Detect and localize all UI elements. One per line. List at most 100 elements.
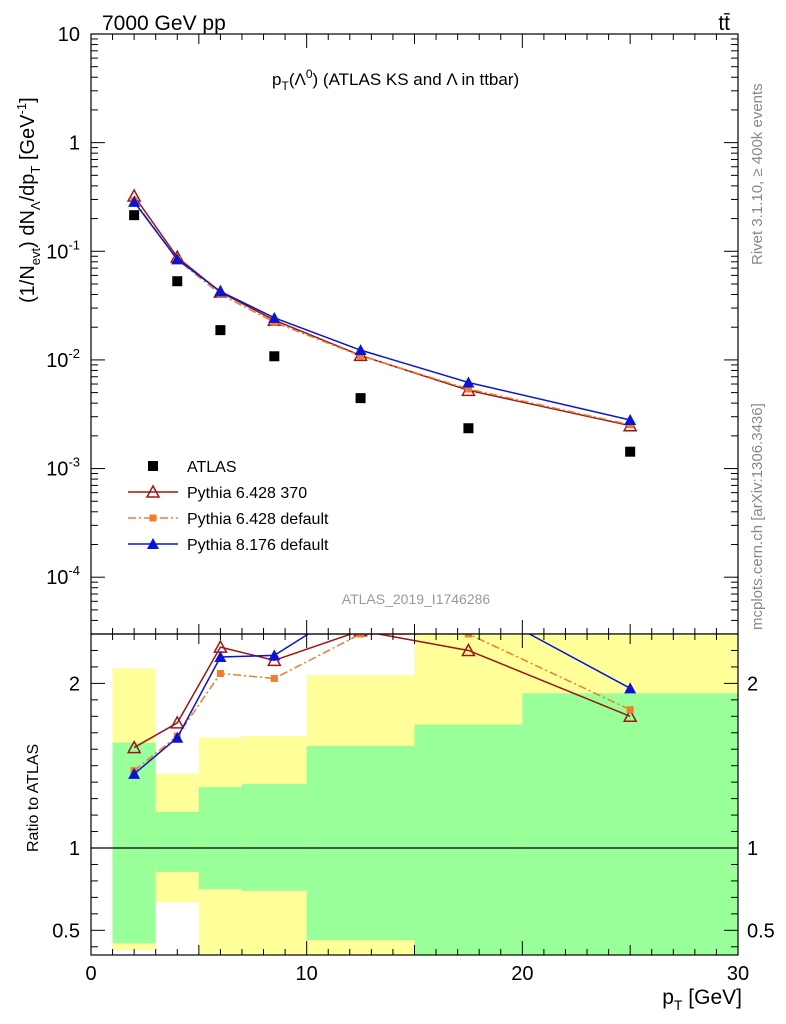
- y-tick-label: 10-2: [46, 346, 80, 372]
- title-paren: (Λ: [289, 70, 307, 89]
- data-point: [269, 351, 280, 362]
- ratio-point: [171, 731, 184, 743]
- ylabel-c: /dp: [17, 174, 39, 202]
- ratio-x-tick-label: 30: [727, 963, 749, 985]
- ylabel-d: [GeV: [17, 114, 39, 166]
- y-tick-label: 10-3: [46, 455, 80, 481]
- ratio-point: [270, 674, 278, 682]
- ratio-point: [126, 740, 142, 754]
- xlabel-p: p: [662, 986, 674, 1009]
- green-band: [306, 745, 415, 941]
- series-line-1: [133, 195, 631, 427]
- ratio-frame: [90, 633, 739, 956]
- data-point: [128, 195, 141, 207]
- data-point: [355, 393, 366, 404]
- series-line-3: [133, 201, 631, 421]
- data-point: [172, 276, 183, 287]
- data-point: [129, 210, 140, 221]
- ratio-point: [624, 682, 637, 694]
- ratio-y-tick-label-left: 1: [69, 838, 80, 860]
- ratio-point: [626, 706, 634, 714]
- title-sub-t: T: [281, 79, 289, 93]
- green-band: [414, 724, 523, 955]
- main-y-ticks: 10-4 10-3 10-2 10-1 1 10: [46, 24, 738, 635]
- data-point: [171, 253, 184, 265]
- green-band: [198, 787, 242, 890]
- ratio-series-layer: [126, 634, 638, 779]
- y-tick-label: 10: [58, 24, 80, 46]
- title-sup-0: 0: [306, 67, 313, 81]
- ylabel-b: ) dN: [17, 210, 39, 248]
- legend: ATLAS Pythia 6.428 370 Pythia 6.428 defaul…: [128, 459, 329, 554]
- ratio-y-tick-label-right: 0.5: [747, 920, 775, 942]
- y-tick-label: 1: [69, 133, 80, 155]
- header-process-label: tt̄: [718, 12, 730, 35]
- main-x-ticks: [90, 34, 739, 634]
- ylabel-sub-t: T: [28, 166, 43, 174]
- xlabel-sub-t: T: [674, 997, 683, 1013]
- y-tick-label: 10-1: [46, 237, 80, 263]
- data-point: [462, 376, 475, 388]
- ratio-y-tick-label-left: 2: [69, 673, 80, 695]
- ratio-x-tick-label: 0: [85, 963, 96, 985]
- ratio-point: [461, 642, 476, 657]
- ratio-y-tick-label-right: 1: [747, 838, 758, 860]
- ratio-x-tick-label: 10: [296, 963, 318, 985]
- ratio-panel: 0 10 20 30 0.5 0.5 1 1 2 2 Ratio to ATLAS pT [GeV…: [25, 633, 775, 1013]
- green-band: [241, 783, 307, 891]
- ylabel-e: ]: [17, 97, 39, 103]
- ylabel-sub-evt: evt: [28, 247, 43, 265]
- main-series-layer: [126, 188, 638, 457]
- legend-label: ATLAS: [187, 459, 237, 476]
- legend-marker: [149, 514, 157, 522]
- main-y-axis-label: (1/Nevt) dNΛ/dpT [GeV-1]: [14, 97, 43, 303]
- ratio-ticks: 0 10 20 30 0.5 0.5 1 1 2 2: [52, 634, 775, 985]
- data-point: [354, 344, 367, 356]
- ratio-uncertainty-bands: [91, 634, 738, 955]
- ratio-point: [268, 649, 281, 661]
- ratio-point: [464, 634, 472, 638]
- mcplots-reference-label: mcplots.cern.ch [arXiv:1306.3436]: [749, 403, 766, 630]
- ratio-y-tick-label-left: 0.5: [52, 920, 80, 942]
- ratio-y-tick-label-right: 2: [747, 673, 758, 695]
- ratio-point: [170, 715, 185, 729]
- y-tick-label: 10-4: [46, 563, 80, 589]
- legend-marker: [145, 484, 161, 498]
- rivet-version-label: Rivet 3.1.10, ≥ 400k events: [749, 83, 766, 265]
- data-point: [357, 352, 365, 360]
- legend-marker: [148, 461, 158, 471]
- ratio-point: [214, 651, 227, 663]
- series-line-2: [133, 200, 631, 426]
- ratio-point: [357, 634, 365, 638]
- legend-label: Pythia 8.176 default: [187, 537, 329, 554]
- xlabel-unit: [GeV]: [682, 986, 742, 1009]
- main-title: pT(Λ0) (ATLAS KS and Λ in ttbar): [272, 67, 519, 93]
- legend-label: Pythia 6.428 370: [187, 485, 307, 502]
- data-point: [214, 285, 227, 297]
- ratio-point: [216, 670, 224, 678]
- data-point: [464, 385, 472, 393]
- ratio-x-tick-label: 20: [511, 963, 533, 985]
- legend-marker: [147, 538, 159, 549]
- data-point: [215, 325, 226, 336]
- legend-label: Pythia 6.428 default: [187, 511, 329, 528]
- data-point: [624, 413, 637, 425]
- title-rest: ) (ATLAS KS and Λ in ttbar): [313, 70, 520, 89]
- data-point: [268, 311, 281, 323]
- ratio-y-axis-label: Ratio to ATLAS: [25, 744, 42, 852]
- green-band: [155, 811, 199, 872]
- data-point: [463, 423, 474, 434]
- ratio-point: [128, 767, 141, 779]
- ylabel-sup: -1: [14, 103, 29, 115]
- ylabel-sub-lambda: Λ: [28, 201, 43, 210]
- ratio-point: [622, 708, 638, 723]
- ratio-x-axis-label: pT [GeV]: [662, 986, 742, 1013]
- data-point: [625, 446, 636, 457]
- analysis-watermark: ATLAS_2019_I1746286: [342, 591, 491, 607]
- green-band: [522, 693, 738, 955]
- ylabel-a: (1/N: [17, 265, 39, 303]
- header-energy-label: 7000 GeV pp: [102, 12, 226, 35]
- title-p: p: [272, 70, 281, 89]
